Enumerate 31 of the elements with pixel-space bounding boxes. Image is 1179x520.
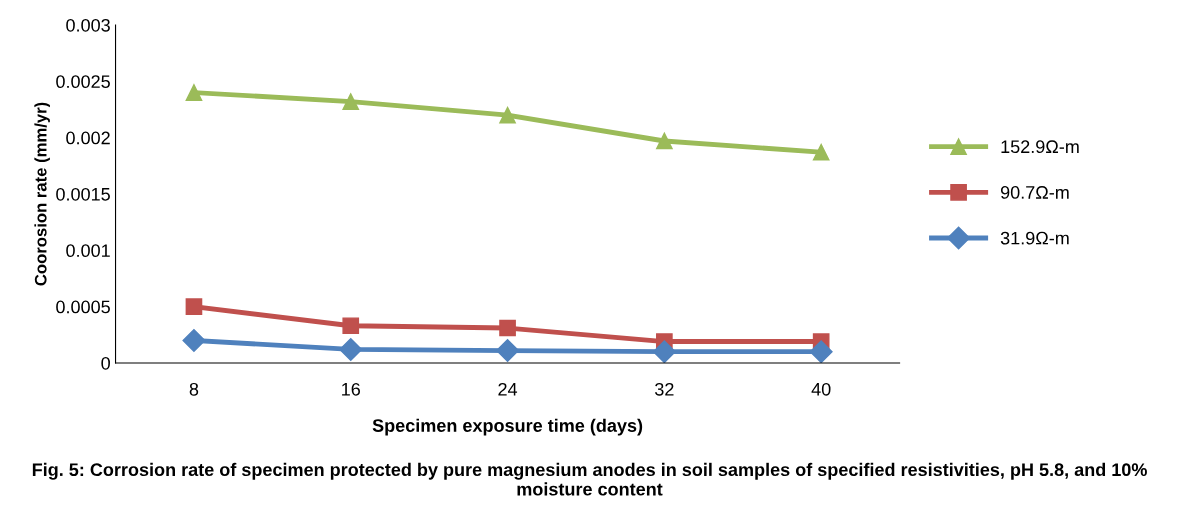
point <box>182 328 206 352</box>
x-tick-label: 24 <box>498 382 518 396</box>
point <box>652 340 676 363</box>
caption: Fig. 5: Corrosion rate of specimen protected by pure magnesium anodes in soil samples of specified resistivities, pH 5.8, and 10% moisture content <box>32 462 1147 496</box>
point <box>342 93 360 110</box>
legend-label: 31.9Ω-m <box>1000 231 1069 245</box>
y-tick-label: 0.001 <box>66 244 110 258</box>
x-tick-label: 40 <box>811 382 831 396</box>
y-axis-title: Coorosion rate (mm/yr) <box>34 102 50 286</box>
x-axis-title: Specimen exposure time (days) <box>372 418 643 436</box>
y-tick-label: 0 <box>101 356 110 370</box>
point <box>656 132 673 150</box>
y-tick-label: 0.002 <box>66 131 110 145</box>
x-tick-label: 16 <box>342 382 360 396</box>
point <box>499 106 516 124</box>
point <box>342 317 360 335</box>
point <box>185 298 203 315</box>
point <box>499 319 516 337</box>
y-tick-label: 0.003 <box>66 18 110 32</box>
y-tick-label: 0.0015 <box>56 187 110 201</box>
legend-label: 90.7Ω-m <box>1000 186 1069 199</box>
point <box>339 337 363 361</box>
point <box>185 84 203 101</box>
point <box>812 143 830 161</box>
legend-label: 152.9Ω-m <box>1001 140 1079 154</box>
y-tick-label: 0.0005 <box>56 300 110 314</box>
x-tick-label: 32 <box>655 382 674 396</box>
point <box>809 340 833 363</box>
y-tick-label: 0.0025 <box>56 75 110 89</box>
x-tick-label: 8 <box>189 382 199 396</box>
point <box>496 339 520 363</box>
